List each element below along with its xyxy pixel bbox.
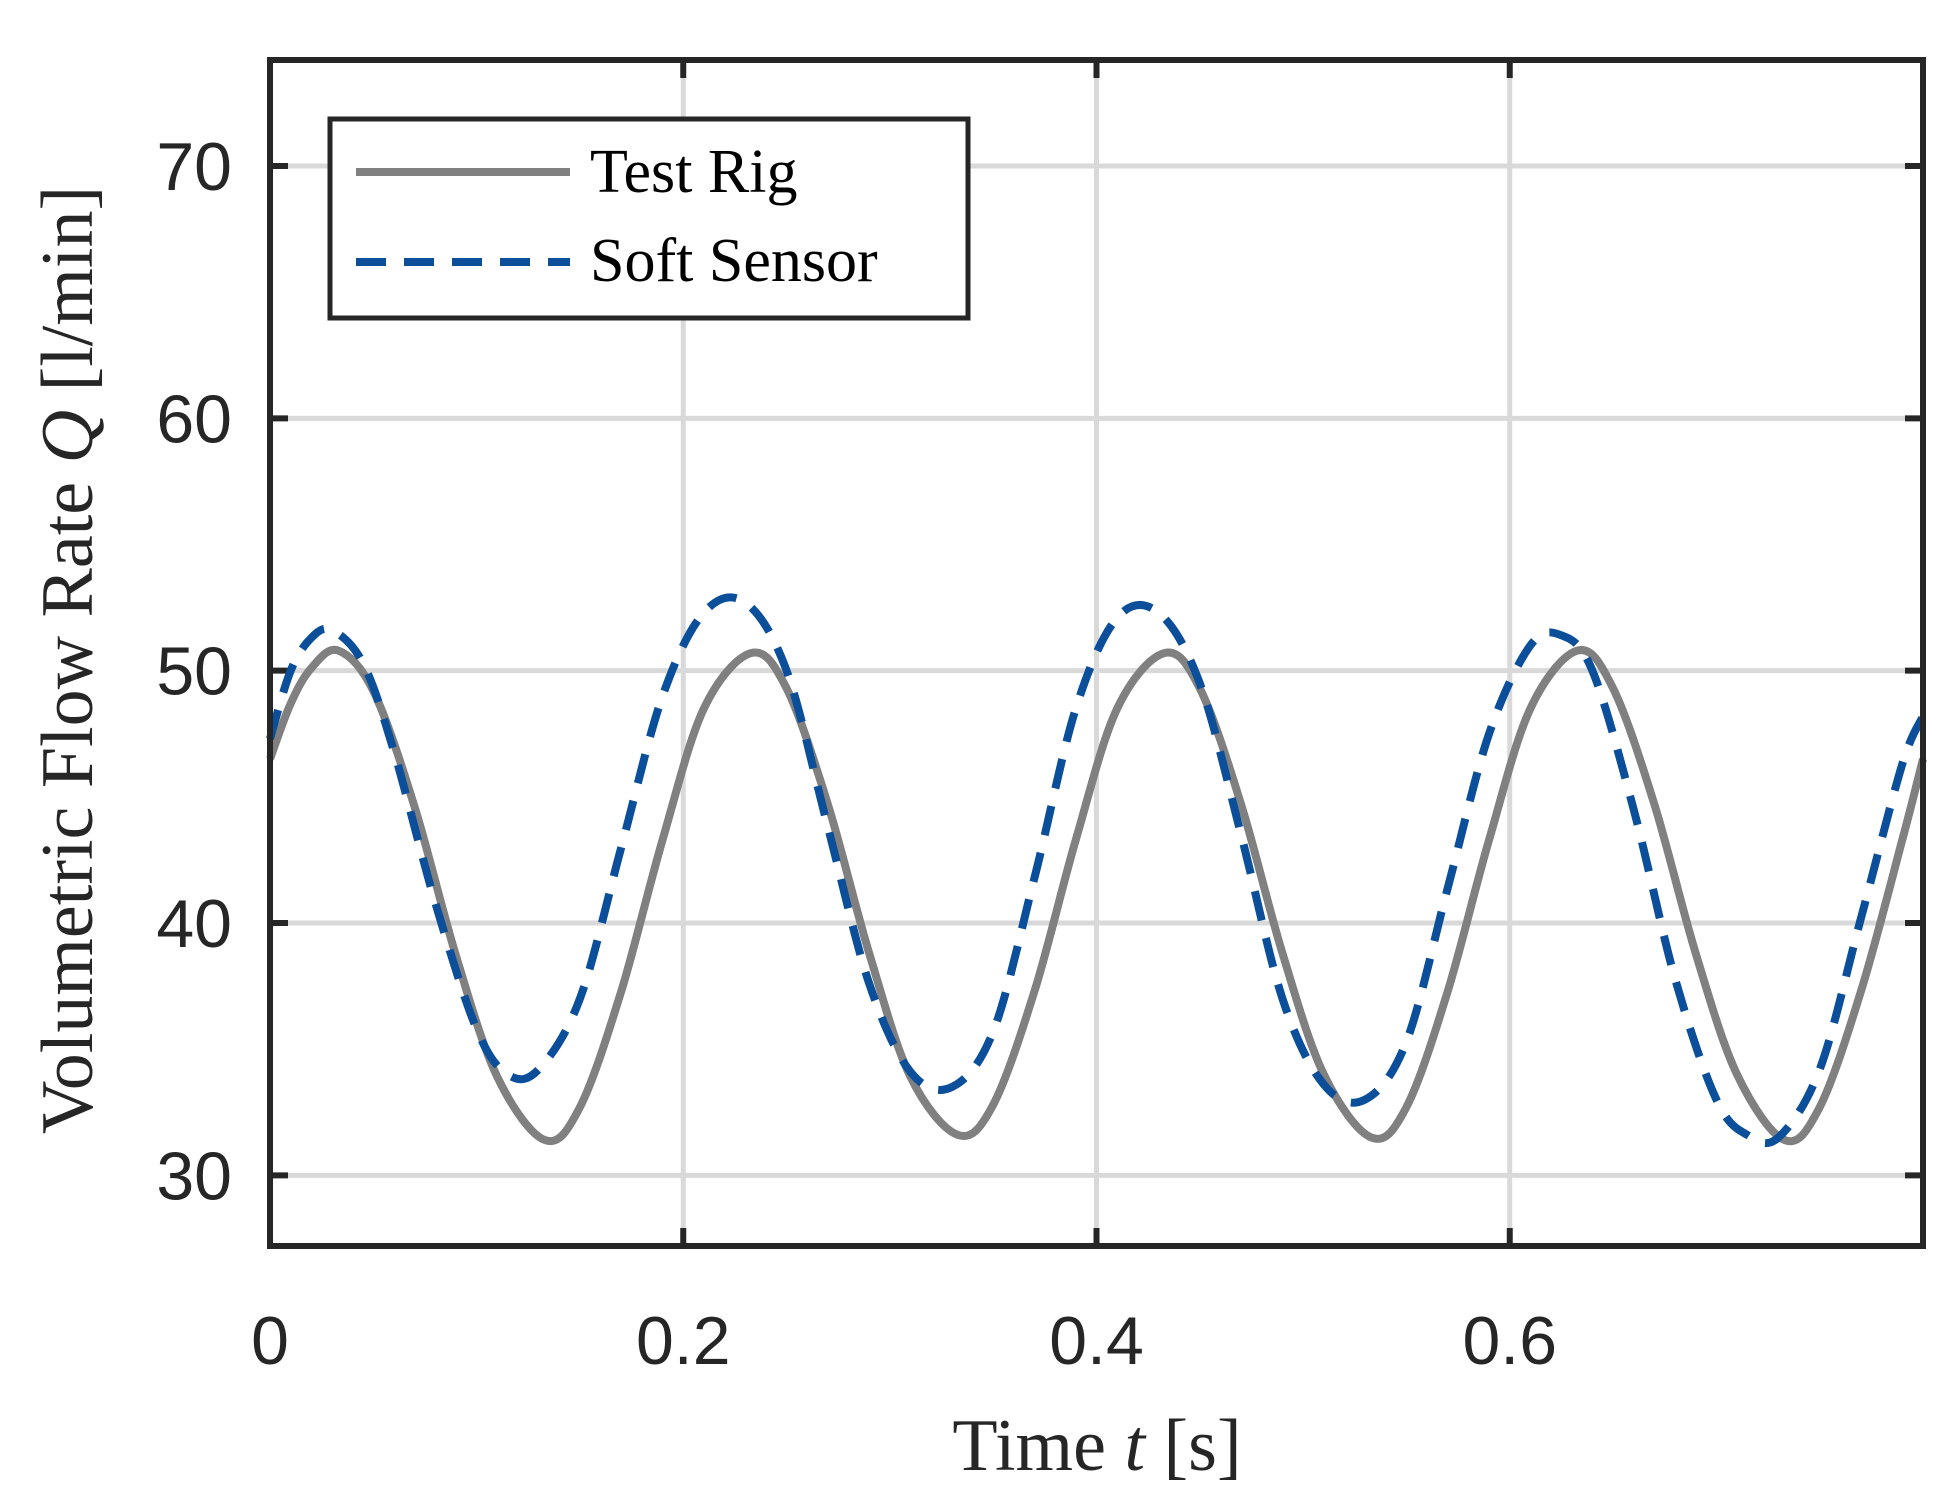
y-axis-label-suffix: [l/min] — [27, 186, 109, 410]
y-tick-label: 50 — [156, 634, 232, 710]
y-axis-label-symbol: Q — [27, 410, 109, 463]
legend-box — [327, 116, 971, 321]
y-tick-label: 30 — [156, 1138, 232, 1214]
legend-label-test-rig: Test Rig — [590, 138, 798, 206]
x-axis-label: Time t [s] — [952, 1405, 1241, 1487]
x-axis-label-prefix: Time — [952, 1405, 1124, 1487]
y-tick-label: 70 — [156, 129, 232, 205]
y-tick-label: 60 — [156, 381, 232, 457]
plot-frame — [267, 57, 1926, 1249]
y-axis-label-prefix: Volumetric Flow Rate — [27, 463, 109, 1134]
x-tick-label: 0.4 — [1049, 1303, 1144, 1379]
x-tick-label: 0.2 — [636, 1303, 731, 1379]
series-lines — [266, 593, 1927, 1148]
y-tick-label: 40 — [156, 886, 232, 962]
tick-labels: 0 0.2 0.4 0.6 30 40 50 60 70 — [156, 129, 1557, 1379]
y-axis-label: Volumetric Flow Rate Q [l/min] — [27, 186, 109, 1134]
x-tick-label: 0.6 — [1462, 1303, 1557, 1379]
x-tick-label: 0 — [251, 1303, 289, 1379]
legend: Test Rig Soft Sensor — [327, 116, 971, 321]
series-line-test-rig — [266, 645, 1927, 1146]
grid — [270, 60, 1923, 1246]
legend-label-soft-sensor: Soft Sensor — [590, 227, 878, 295]
series-line-soft-sensor — [266, 593, 1927, 1148]
x-axis-label-symbol: t — [1124, 1405, 1147, 1487]
x-axis-label-suffix: [s] — [1145, 1405, 1242, 1487]
